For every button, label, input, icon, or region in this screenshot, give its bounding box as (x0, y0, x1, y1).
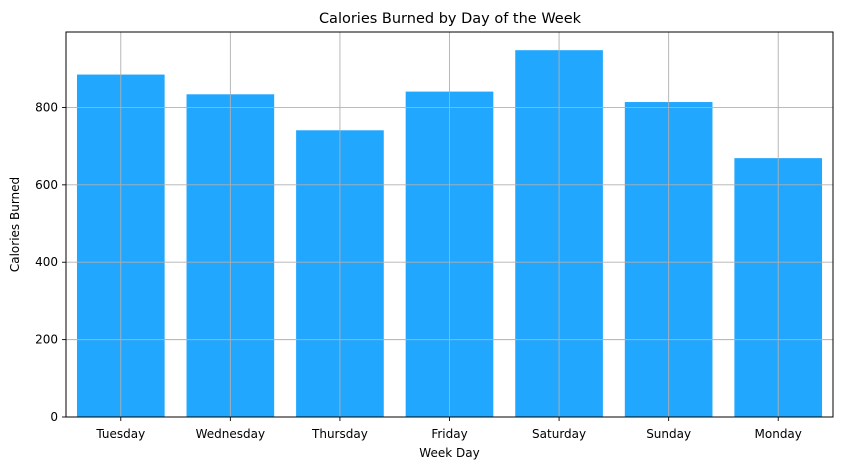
x-tick-label: Friday (431, 427, 467, 441)
y-axis-label: Calories Burned (8, 177, 22, 272)
x-tick-label: Wednesday (196, 427, 265, 441)
chart-title: Calories Burned by Day of the Week (319, 11, 582, 27)
y-axis: 0 200 400 600 800 (35, 100, 66, 424)
y-tick-label: 400 (35, 255, 58, 269)
x-axis-label: Week Day (419, 446, 479, 460)
grid-overlay (66, 32, 833, 418)
x-tick-label: Thursday (311, 427, 368, 441)
y-tick-label: 800 (35, 100, 58, 114)
y-tick-label: 0 (50, 410, 58, 424)
x-tick-label: Monday (755, 427, 802, 441)
x-tick-label: Tuesday (95, 427, 145, 441)
y-tick-label: 600 (35, 178, 58, 192)
x-axis: Tuesday Wednesday Thursday Friday Saturday Su… (95, 417, 802, 441)
y-tick-label: 200 (35, 333, 58, 347)
x-tick-label: Sunday (646, 427, 691, 441)
x-tick-label: Saturday (532, 427, 586, 441)
